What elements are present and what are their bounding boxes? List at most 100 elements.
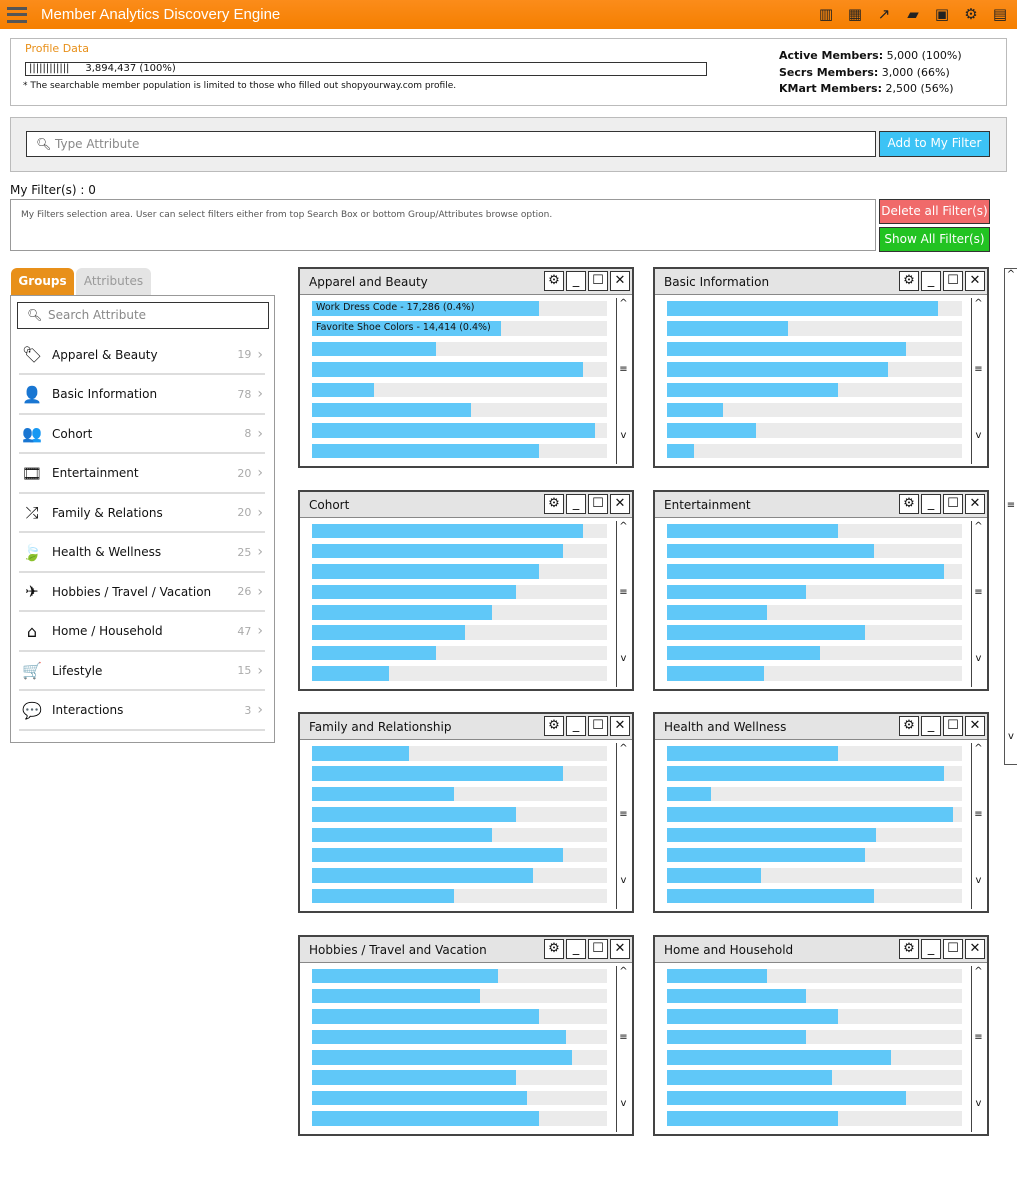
sidebar-item-family-relations[interactable]: ⤮ Family & Relations 20 ›	[19, 494, 265, 533]
panel-scrollbar[interactable]: ^ ≡ v	[616, 965, 630, 1132]
maximize-icon[interactable]: ☐	[588, 271, 608, 291]
close-icon[interactable]: ✕	[965, 271, 985, 291]
attribute-bar[interactable]	[667, 423, 962, 438]
attribute-bar[interactable]	[312, 1111, 607, 1126]
attribute-bar[interactable]	[312, 1050, 607, 1065]
attribute-bar[interactable]: Work Dress Code - 17,286 (0.4%)	[312, 301, 607, 316]
close-icon[interactable]: ✕	[610, 938, 630, 959]
sidebar-item-apparel-beauty[interactable]: 🏷 Apparel & Beauty 19 ›	[19, 336, 265, 375]
gear-icon[interactable]: ⚙	[964, 5, 978, 23]
attribute-bar[interactable]	[312, 766, 607, 781]
panel-scrollbar[interactable]: ^ ≡ v	[971, 743, 985, 909]
sidebar-item-interactions[interactable]: 💬 Interactions 3 ›	[19, 692, 265, 731]
page-scrollbar[interactable]: ^ ≡ v	[1004, 268, 1017, 765]
attribute-bar[interactable]	[667, 605, 962, 620]
attribute-bar[interactable]	[667, 321, 962, 336]
attribute-bar[interactable]: Favorite Shoe Colors - 14,414 (0.4%)	[312, 321, 607, 336]
attribute-bar[interactable]	[312, 382, 607, 398]
book-icon[interactable]: ▤	[992, 5, 1008, 23]
attribute-bar[interactable]	[312, 847, 607, 863]
attribute-bar[interactable]	[667, 1111, 962, 1126]
attribute-bar[interactable]	[667, 564, 962, 579]
attribute-bar[interactable]	[312, 1070, 607, 1085]
gear-icon[interactable]: ⚙	[899, 716, 919, 736]
close-icon[interactable]: ✕	[965, 493, 985, 514]
maximize-icon[interactable]: ☐	[588, 493, 608, 514]
attribute-bar[interactable]	[312, 1009, 607, 1024]
add-to-filter-button[interactable]: Add to My Filter	[879, 131, 990, 157]
sidebar-item-health-wellness[interactable]: 🍃 Health & Wellness 25 ›	[19, 534, 265, 573]
attribute-bar[interactable]	[667, 666, 962, 681]
sidebar-item-cohort[interactable]: 👥 Cohort 8 ›	[19, 415, 265, 454]
minimize-icon[interactable]: _	[566, 938, 586, 959]
attribute-bar[interactable]	[667, 584, 962, 600]
attribute-bar[interactable]	[312, 584, 607, 600]
my-filters-area[interactable]: My Filters selection area. User can sele…	[10, 199, 876, 251]
minimize-icon[interactable]: _	[921, 271, 941, 291]
sidebar-item-hobbies-travel-vacation[interactable]: ✈ Hobbies / Travel / Vacation 26 ›	[19, 573, 265, 612]
attribute-bar[interactable]	[312, 443, 607, 459]
minimize-icon[interactable]: _	[566, 271, 586, 291]
attribute-bar[interactable]	[667, 807, 962, 822]
chart-icon[interactable]: ▥	[818, 5, 834, 23]
sidebar-item-basic-information[interactable]: 👤 Basic Information 78 ›	[19, 376, 265, 415]
attribute-bar[interactable]	[667, 746, 962, 761]
attribute-bar[interactable]	[667, 968, 962, 983]
attribute-bar[interactable]	[312, 786, 607, 802]
attribute-bar[interactable]	[312, 1029, 607, 1045]
grid-icon[interactable]: ▦	[847, 5, 863, 23]
close-icon[interactable]: ✕	[610, 716, 630, 736]
gear-icon[interactable]: ⚙	[544, 938, 564, 959]
attribute-bar[interactable]	[312, 625, 607, 640]
attribute-bar[interactable]	[667, 645, 962, 661]
attribute-bar[interactable]	[312, 523, 607, 538]
attribute-bar[interactable]	[312, 868, 607, 883]
gear-icon[interactable]: ⚙	[899, 938, 919, 959]
maximize-icon[interactable]: ☐	[943, 716, 963, 736]
gear-icon[interactable]: ⚙	[544, 716, 564, 736]
maximize-icon[interactable]: ☐	[943, 493, 963, 514]
minimize-icon[interactable]: _	[566, 716, 586, 736]
attribute-bar[interactable]	[667, 868, 962, 883]
sidebar-item-home-household[interactable]: ⌂ Home / Household 47 ›	[19, 613, 265, 652]
panel-scrollbar[interactable]: ^ ≡ v	[616, 298, 630, 464]
delete-all-filters-button[interactable]: Delete all Filter(s)	[879, 199, 990, 224]
attribute-bar[interactable]	[312, 827, 607, 843]
panel-scrollbar[interactable]: ^ ≡ v	[971, 965, 985, 1132]
maximize-icon[interactable]: ☐	[943, 938, 963, 959]
gear-icon[interactable]: ⚙	[899, 271, 919, 291]
minimize-icon[interactable]: _	[921, 716, 941, 736]
attribute-bar[interactable]	[312, 645, 607, 661]
minimize-icon[interactable]: _	[566, 493, 586, 514]
attribute-bar[interactable]	[312, 423, 607, 438]
attribute-bar[interactable]	[667, 988, 962, 1004]
attribute-bar[interactable]	[312, 564, 607, 579]
attribute-bar[interactable]	[312, 362, 607, 377]
attribute-bar[interactable]	[667, 1070, 962, 1085]
gear-icon[interactable]: ⚙	[544, 271, 564, 291]
panel-scrollbar[interactable]: ^ ≡ v	[971, 298, 985, 464]
gear-icon[interactable]: ⚙	[544, 493, 564, 514]
attribute-bar[interactable]	[667, 341, 962, 357]
tab-attributes[interactable]: Attributes	[76, 268, 151, 295]
gear-icon[interactable]: ⚙	[899, 493, 919, 514]
hamburger-menu-icon[interactable]	[7, 6, 27, 23]
attribute-bar[interactable]	[667, 1050, 962, 1065]
maximize-icon[interactable]: ☐	[588, 716, 608, 736]
attribute-bar[interactable]	[667, 847, 962, 863]
attribute-bar[interactable]	[667, 625, 962, 640]
close-icon[interactable]: ✕	[610, 271, 630, 291]
panel-scrollbar[interactable]: ^ ≡ v	[616, 743, 630, 909]
attribute-bar[interactable]	[312, 968, 607, 983]
attribute-bar[interactable]	[667, 402, 962, 418]
save-icon[interactable]: ▣	[934, 5, 950, 23]
panel-scrollbar[interactable]: ^ ≡ v	[971, 520, 985, 687]
panel-scrollbar[interactable]: ^ ≡ v	[616, 520, 630, 687]
attribute-bar[interactable]	[667, 523, 962, 538]
attribute-bar[interactable]	[667, 766, 962, 781]
attribute-bar[interactable]	[667, 888, 962, 904]
attribute-bar[interactable]	[667, 443, 962, 459]
attribute-bar[interactable]	[312, 807, 607, 822]
close-icon[interactable]: ✕	[610, 493, 630, 514]
folder-icon[interactable]: ▰	[907, 5, 919, 23]
